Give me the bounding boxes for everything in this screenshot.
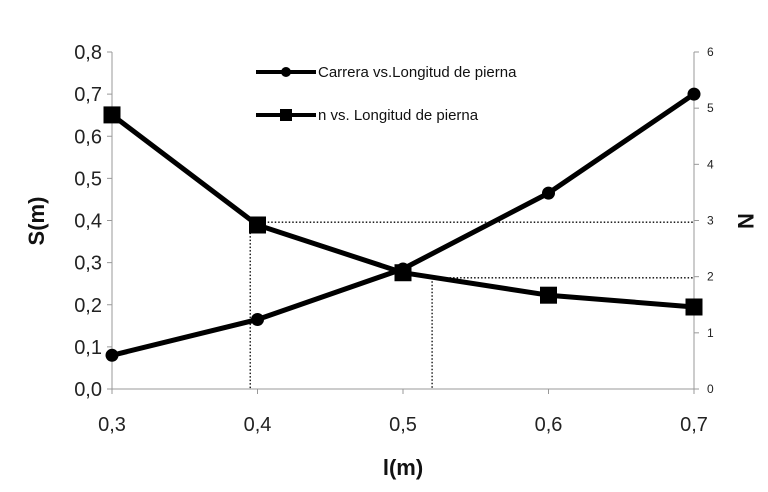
y-right-tick-label: 3 xyxy=(707,214,714,228)
legend: Carrera vs.Longitud de pierna n vs. Longi… xyxy=(256,64,517,124)
y-left-tick-label: 0,5 xyxy=(74,168,102,190)
y-left-tick-label: 0,0 xyxy=(74,379,102,401)
y-right-tick-label: 5 xyxy=(707,101,714,115)
series-layer xyxy=(103,87,703,362)
y-left-tick-label: 0,6 xyxy=(74,126,102,148)
x-tick-label: 0,6 xyxy=(535,414,563,436)
data-point-square xyxy=(394,264,412,282)
y-left-tick-label: 0,4 xyxy=(74,211,102,233)
y-left-tick-label: 0,2 xyxy=(74,295,102,317)
legend-marker-square xyxy=(280,109,292,121)
x-tick-label: 0,7 xyxy=(680,414,708,436)
data-point-circle xyxy=(542,186,555,200)
x-tick-label: 0,5 xyxy=(389,414,417,436)
y-left-tick-label: 0,8 xyxy=(74,42,102,64)
y-right-tick-label: 0 xyxy=(707,382,714,396)
data-point-square xyxy=(540,286,557,304)
x-axis-title: l(m) xyxy=(383,455,423,480)
y-right-tick-label: 1 xyxy=(707,326,714,340)
y-left-tick-label: 0,7 xyxy=(74,84,102,106)
data-point-circle xyxy=(687,87,701,101)
legend-label: n vs. Longitud de pierna xyxy=(318,107,479,124)
data-point-circle xyxy=(251,312,264,326)
x-tick-label: 0,3 xyxy=(98,414,126,436)
data-point-square xyxy=(103,106,121,124)
y-axis-left-title: S(m) xyxy=(24,197,49,246)
axes: 0,0 0,1 0,2 0,3 0,4 0,5 0,6 0,7 0,8 0 1 2 3 4 5 6 0,3 0,4… xyxy=(74,42,714,436)
y-left-tick-label: 0,3 xyxy=(74,253,102,275)
data-point-circle xyxy=(105,348,119,362)
data-point-square xyxy=(249,216,266,234)
y-right-tick-label: 4 xyxy=(707,157,714,171)
y-axis-right-title: N xyxy=(733,213,758,229)
series-line xyxy=(111,92,696,358)
data-point-square xyxy=(685,298,703,316)
y-right-tick-label: 6 xyxy=(707,45,714,59)
legend-marker-circle xyxy=(281,67,291,77)
y-right-tick-label: 2 xyxy=(707,270,714,284)
reference-lines xyxy=(249,221,694,389)
y-left-tick-label: 0,1 xyxy=(74,337,102,359)
legend-label: Carrera vs.Longitud de pierna xyxy=(318,64,517,81)
x-tick-label: 0,4 xyxy=(244,414,272,436)
